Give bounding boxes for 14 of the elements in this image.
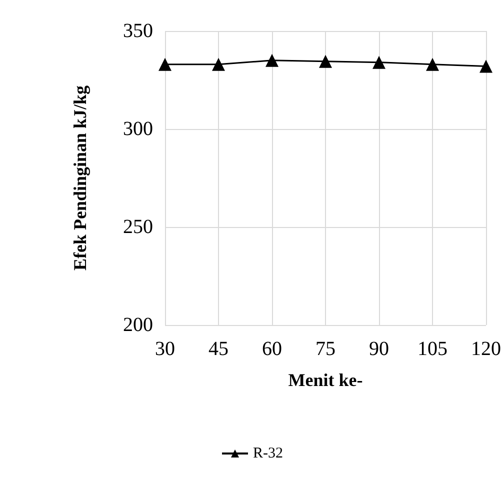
y-axis-title: Efek Pendinginan kJ/kg: [70, 85, 90, 271]
x-tick-label: 90: [369, 338, 389, 360]
x-tick-label: 120: [471, 338, 501, 360]
x-axis-title: Menit ke-: [288, 370, 363, 390]
x-tick-label: 30: [155, 338, 175, 360]
legend-label: R-32: [253, 446, 283, 462]
y-tick-label: 300: [123, 118, 153, 140]
x-tick-label: 75: [316, 338, 336, 360]
y-tick-label: 200: [123, 314, 153, 336]
x-tick-label: 60: [262, 338, 282, 360]
x-tick-label: 45: [208, 338, 228, 360]
y-tick-label: 250: [123, 216, 153, 238]
y-tick-label: 350: [123, 20, 153, 42]
x-tick-label: 105: [418, 338, 448, 360]
